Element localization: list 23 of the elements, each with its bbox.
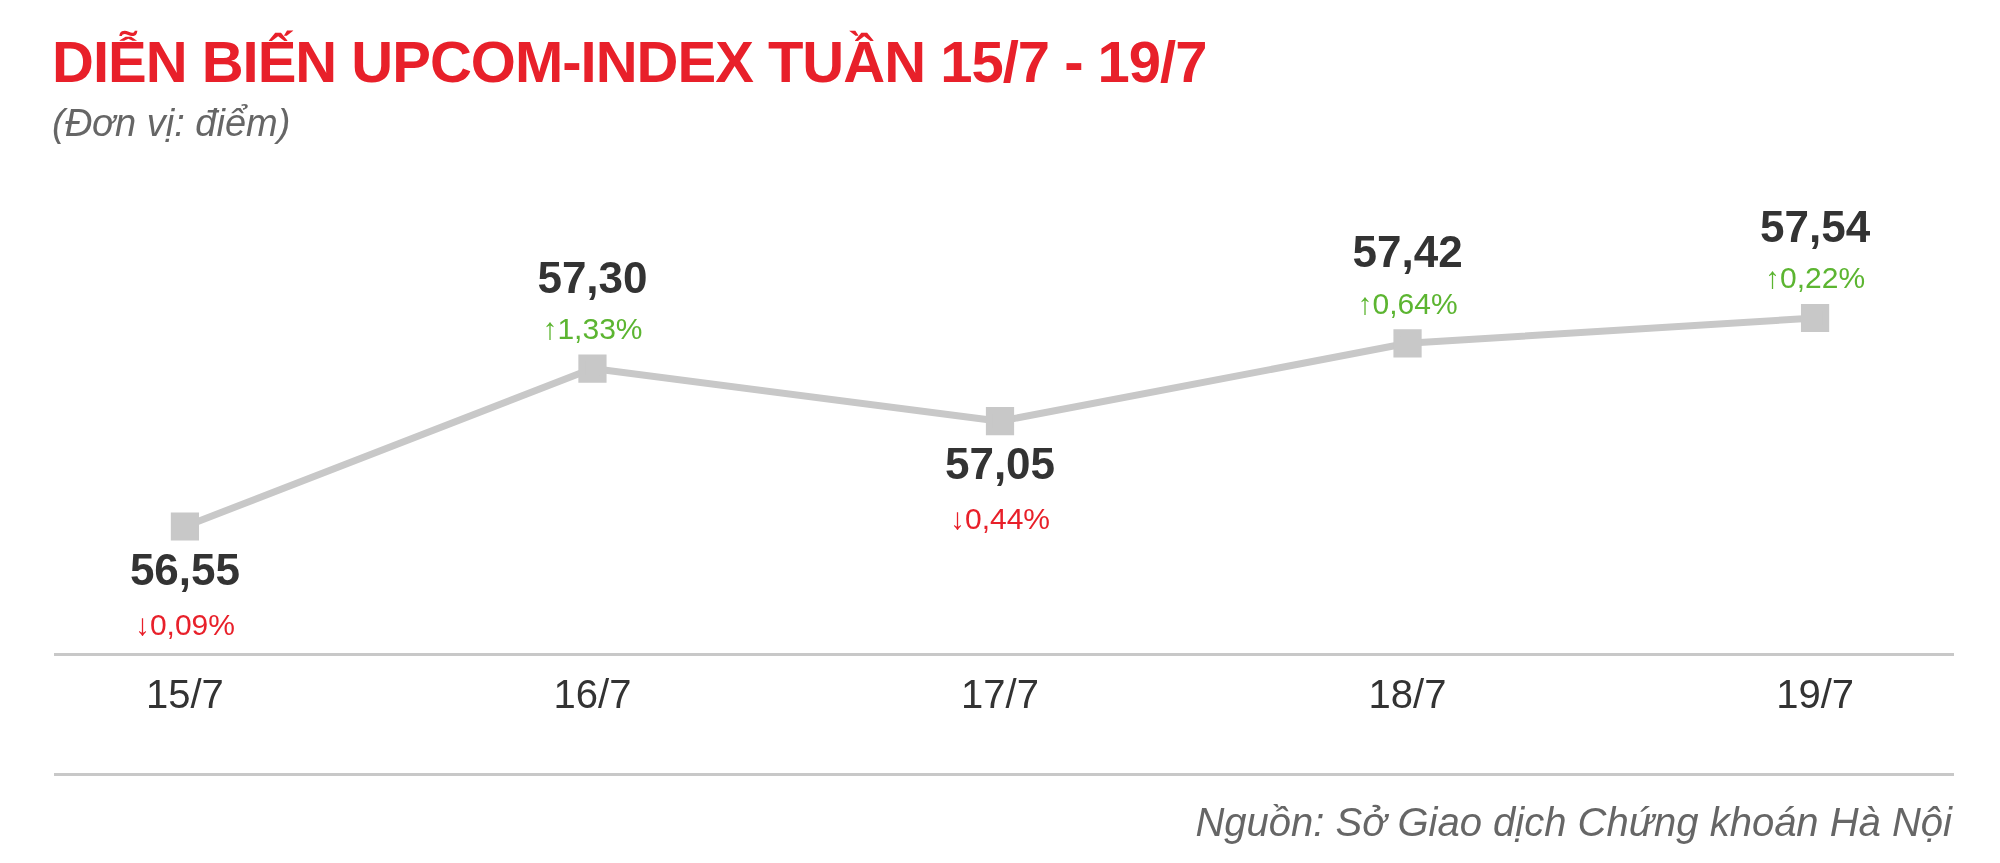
point <box>578 354 607 383</box>
text: Nguồn: Sở Giao dịch Chứng khoán Hà Nội <box>1195 800 1952 845</box>
chart-title: DIỄN BIẾN UPCOM-INDEX TUẦN 15/7 - 19/7 <box>52 28 1207 95</box>
annotation: ↓0,09% <box>134 607 235 641</box>
data-label: 57,30 <box>537 252 648 302</box>
x-tick-label: 15/7 <box>146 671 224 716</box>
annotation: ↓0,44% <box>949 502 1051 536</box>
data-label: 56,55 <box>129 544 240 594</box>
annotation: ↑0,64% <box>1357 286 1458 320</box>
annotation: ↑0,22% <box>1765 261 1866 295</box>
x-tick-label: 16/7 <box>553 671 632 716</box>
point <box>1800 303 1830 333</box>
point <box>985 407 1015 436</box>
chart-subtitle: (Đơn vị: điểm) <box>52 102 291 145</box>
point <box>1393 329 1422 358</box>
x-tick-label: 17/7 <box>961 671 1039 716</box>
point <box>170 512 200 541</box>
x-tick-label: 19/7 <box>1776 671 1854 716</box>
x-tick-label: 18/7 <box>1368 671 1447 716</box>
data-label: 57,54 <box>1760 202 1871 252</box>
data-label: 57,42 <box>1352 227 1463 277</box>
data-label: 57,05 <box>944 439 1056 489</box>
annotation: ↑1,33% <box>542 311 643 345</box>
